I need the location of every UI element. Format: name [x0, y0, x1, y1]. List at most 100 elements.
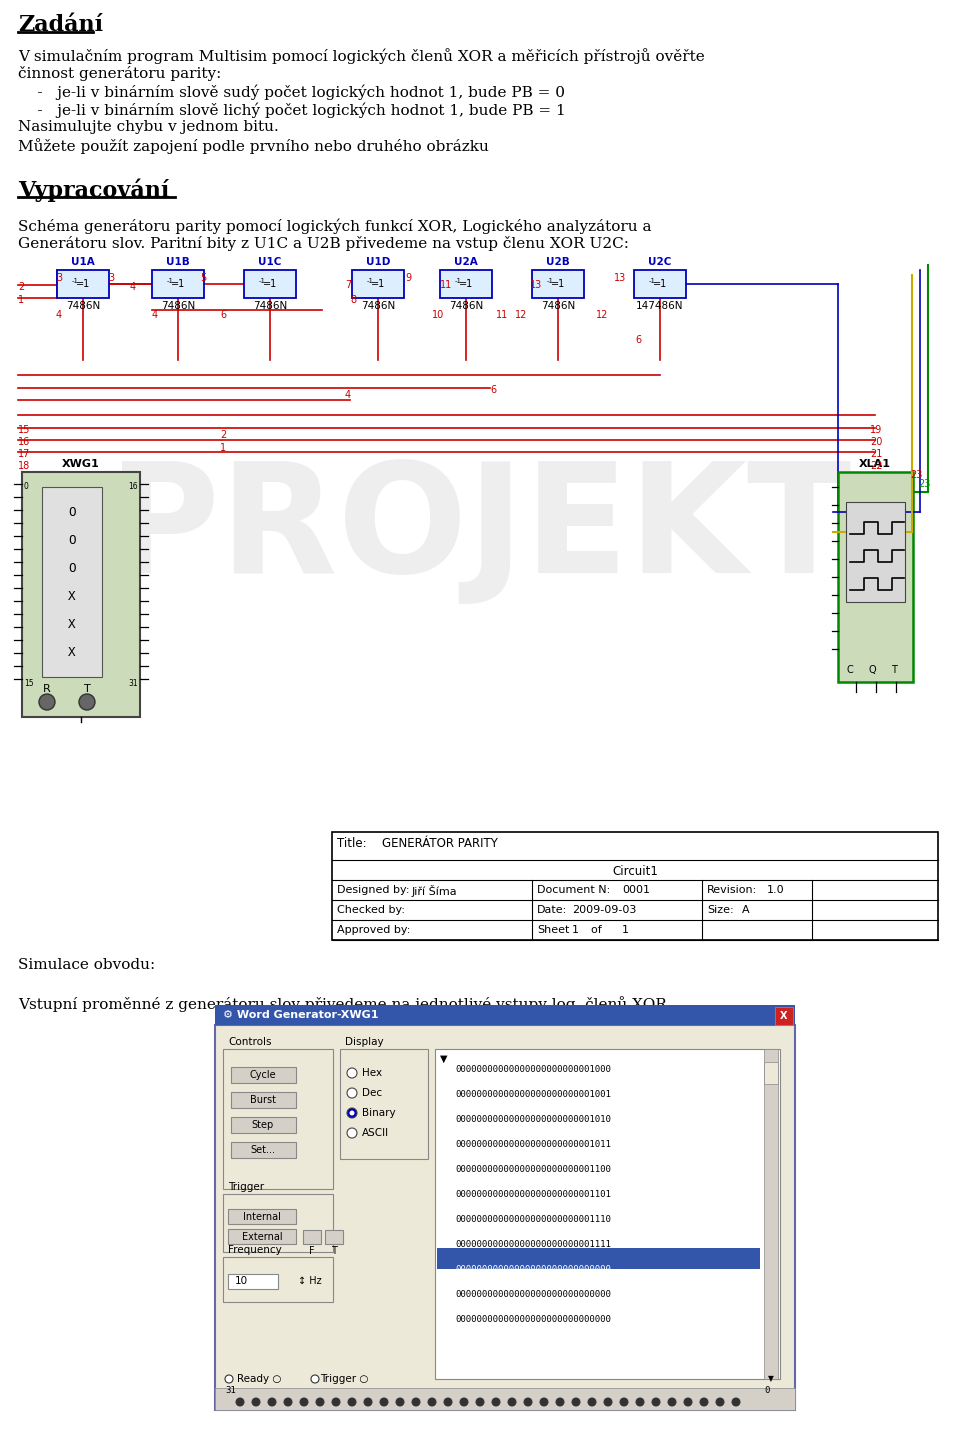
Circle shape [348, 1397, 356, 1406]
Text: 00000000000000000000000000000: 00000000000000000000000000000 [455, 1266, 611, 1274]
Text: Schéma generátoru parity pomocí logických funkcí XOR, Logického analyzátoru a: Schéma generátoru parity pomocí logickýc… [18, 219, 652, 233]
Circle shape [347, 1128, 357, 1138]
Text: 23: 23 [918, 479, 930, 489]
Circle shape [412, 1397, 420, 1406]
Circle shape [316, 1397, 324, 1406]
Text: 0: 0 [764, 1386, 770, 1394]
Text: 7486N: 7486N [161, 301, 195, 311]
Bar [223, 1257, 333, 1302]
Text: 7486N: 7486N [540, 301, 575, 311]
Text: 00000000000000000000000001111: 00000000000000000000000001111 [455, 1239, 611, 1250]
Text: Frequency: Frequency [228, 1245, 281, 1255]
Text: U1D: U1D [366, 256, 390, 266]
Text: 1.0: 1.0 [767, 885, 784, 895]
Text: 1: 1 [220, 443, 227, 453]
Circle shape [364, 1397, 372, 1406]
Bar [231, 1067, 296, 1083]
Text: X: X [68, 589, 76, 602]
Circle shape [349, 1111, 354, 1115]
Text: 00000000000000000000000001010: 00000000000000000000000001010 [455, 1115, 611, 1124]
Text: 00000000000000000000000000000: 00000000000000000000000000000 [455, 1315, 611, 1323]
Circle shape [427, 1397, 437, 1406]
Text: 5: 5 [200, 274, 206, 282]
Text: X: X [780, 1011, 788, 1021]
Text: F: F [309, 1245, 315, 1255]
Bar [332, 833, 938, 940]
Text: Hex: Hex [362, 1069, 382, 1077]
Text: X: X [68, 617, 76, 630]
Text: 15: 15 [24, 679, 34, 688]
Text: 15: 15 [18, 426, 31, 434]
Text: Set...: Set... [251, 1145, 276, 1156]
Text: 00000000000000000000000001001: 00000000000000000000000001001 [455, 1090, 611, 1099]
Text: 10: 10 [234, 1276, 248, 1286]
Text: Approved by:: Approved by: [337, 925, 410, 935]
Text: Checked by:: Checked by: [337, 905, 405, 915]
Text: Vstupní proměnné z generátoru slov přivedeme na jednotlivé vstupy log. členů XOR: Vstupní proměnné z generátoru slov přive… [18, 996, 672, 1012]
Text: -1: -1 [546, 278, 554, 284]
Text: 6: 6 [220, 310, 227, 320]
Text: 22: 22 [870, 460, 882, 471]
Text: T: T [84, 683, 90, 694]
Text: Designed by:: Designed by: [337, 885, 410, 895]
Bar [634, 269, 686, 298]
Text: Ready ○: Ready ○ [237, 1374, 281, 1384]
Text: 00000000000000000000000000000: 00000000000000000000000000000 [455, 1290, 611, 1299]
Circle shape [684, 1397, 692, 1406]
Text: 11: 11 [496, 310, 508, 320]
Bar [228, 1274, 278, 1289]
Circle shape [571, 1397, 581, 1406]
Text: 31: 31 [225, 1386, 236, 1394]
Text: 147486N: 147486N [636, 301, 684, 311]
Circle shape [311, 1376, 319, 1383]
Text: Zadání: Zadání [18, 14, 103, 36]
Text: 4: 4 [56, 310, 62, 320]
Text: 16: 16 [129, 482, 138, 491]
Circle shape [347, 1087, 357, 1098]
Text: ⚙ Word Generator-XWG1: ⚙ Word Generator-XWG1 [223, 1011, 378, 1019]
Text: Generátoru slov. Paritní bity z U1C a U2B přivedeme na vstup členu XOR U2C:: Generátoru slov. Paritní bity z U1C a U2… [18, 236, 629, 251]
Text: 8: 8 [350, 295, 356, 306]
Text: Document N:: Document N: [537, 885, 611, 895]
Text: ▼: ▼ [440, 1054, 447, 1064]
Text: 2009-09-03: 2009-09-03 [572, 905, 636, 915]
Text: =1: =1 [171, 279, 185, 290]
Bar [764, 1048, 778, 1378]
Text: -1: -1 [258, 278, 266, 284]
Text: 1: 1 [572, 925, 579, 935]
Text: 00000000000000000000000001100: 00000000000000000000000001100 [455, 1166, 611, 1174]
Text: 17: 17 [18, 449, 31, 459]
Text: 11: 11 [440, 279, 452, 290]
Bar [42, 487, 102, 678]
Text: X: X [68, 646, 76, 659]
Text: V simulačním program Multisim pomocí logických členů XOR a měřicích přístrojů ov: V simulačním program Multisim pomocí log… [18, 48, 705, 64]
Circle shape [379, 1397, 389, 1406]
Bar [22, 472, 140, 717]
Text: Title:: Title: [337, 837, 367, 850]
Text: 23: 23 [910, 471, 923, 479]
Text: Cycle: Cycle [250, 1070, 276, 1080]
Bar [152, 269, 204, 298]
Text: Internal: Internal [243, 1212, 281, 1222]
Circle shape [347, 1069, 357, 1077]
Text: 13: 13 [530, 279, 542, 290]
Text: 21: 21 [870, 449, 882, 459]
Circle shape [225, 1376, 233, 1383]
Text: 4: 4 [345, 390, 351, 400]
Text: 16: 16 [18, 437, 31, 447]
Text: Burst: Burst [250, 1095, 276, 1105]
Text: =1: =1 [263, 279, 277, 290]
Circle shape [556, 1397, 564, 1406]
Bar [303, 1229, 321, 1244]
Text: External: External [242, 1232, 282, 1242]
Text: PROJEKT: PROJEKT [108, 456, 852, 604]
Bar [435, 1048, 780, 1378]
Text: 7486N: 7486N [449, 301, 483, 311]
Text: 20: 20 [870, 437, 882, 447]
Text: R: R [43, 683, 51, 694]
Text: 7486N: 7486N [252, 301, 287, 311]
Text: 12: 12 [596, 310, 609, 320]
Text: =1: =1 [653, 279, 667, 290]
Text: -1: -1 [367, 278, 373, 284]
Text: U2A: U2A [454, 256, 478, 266]
